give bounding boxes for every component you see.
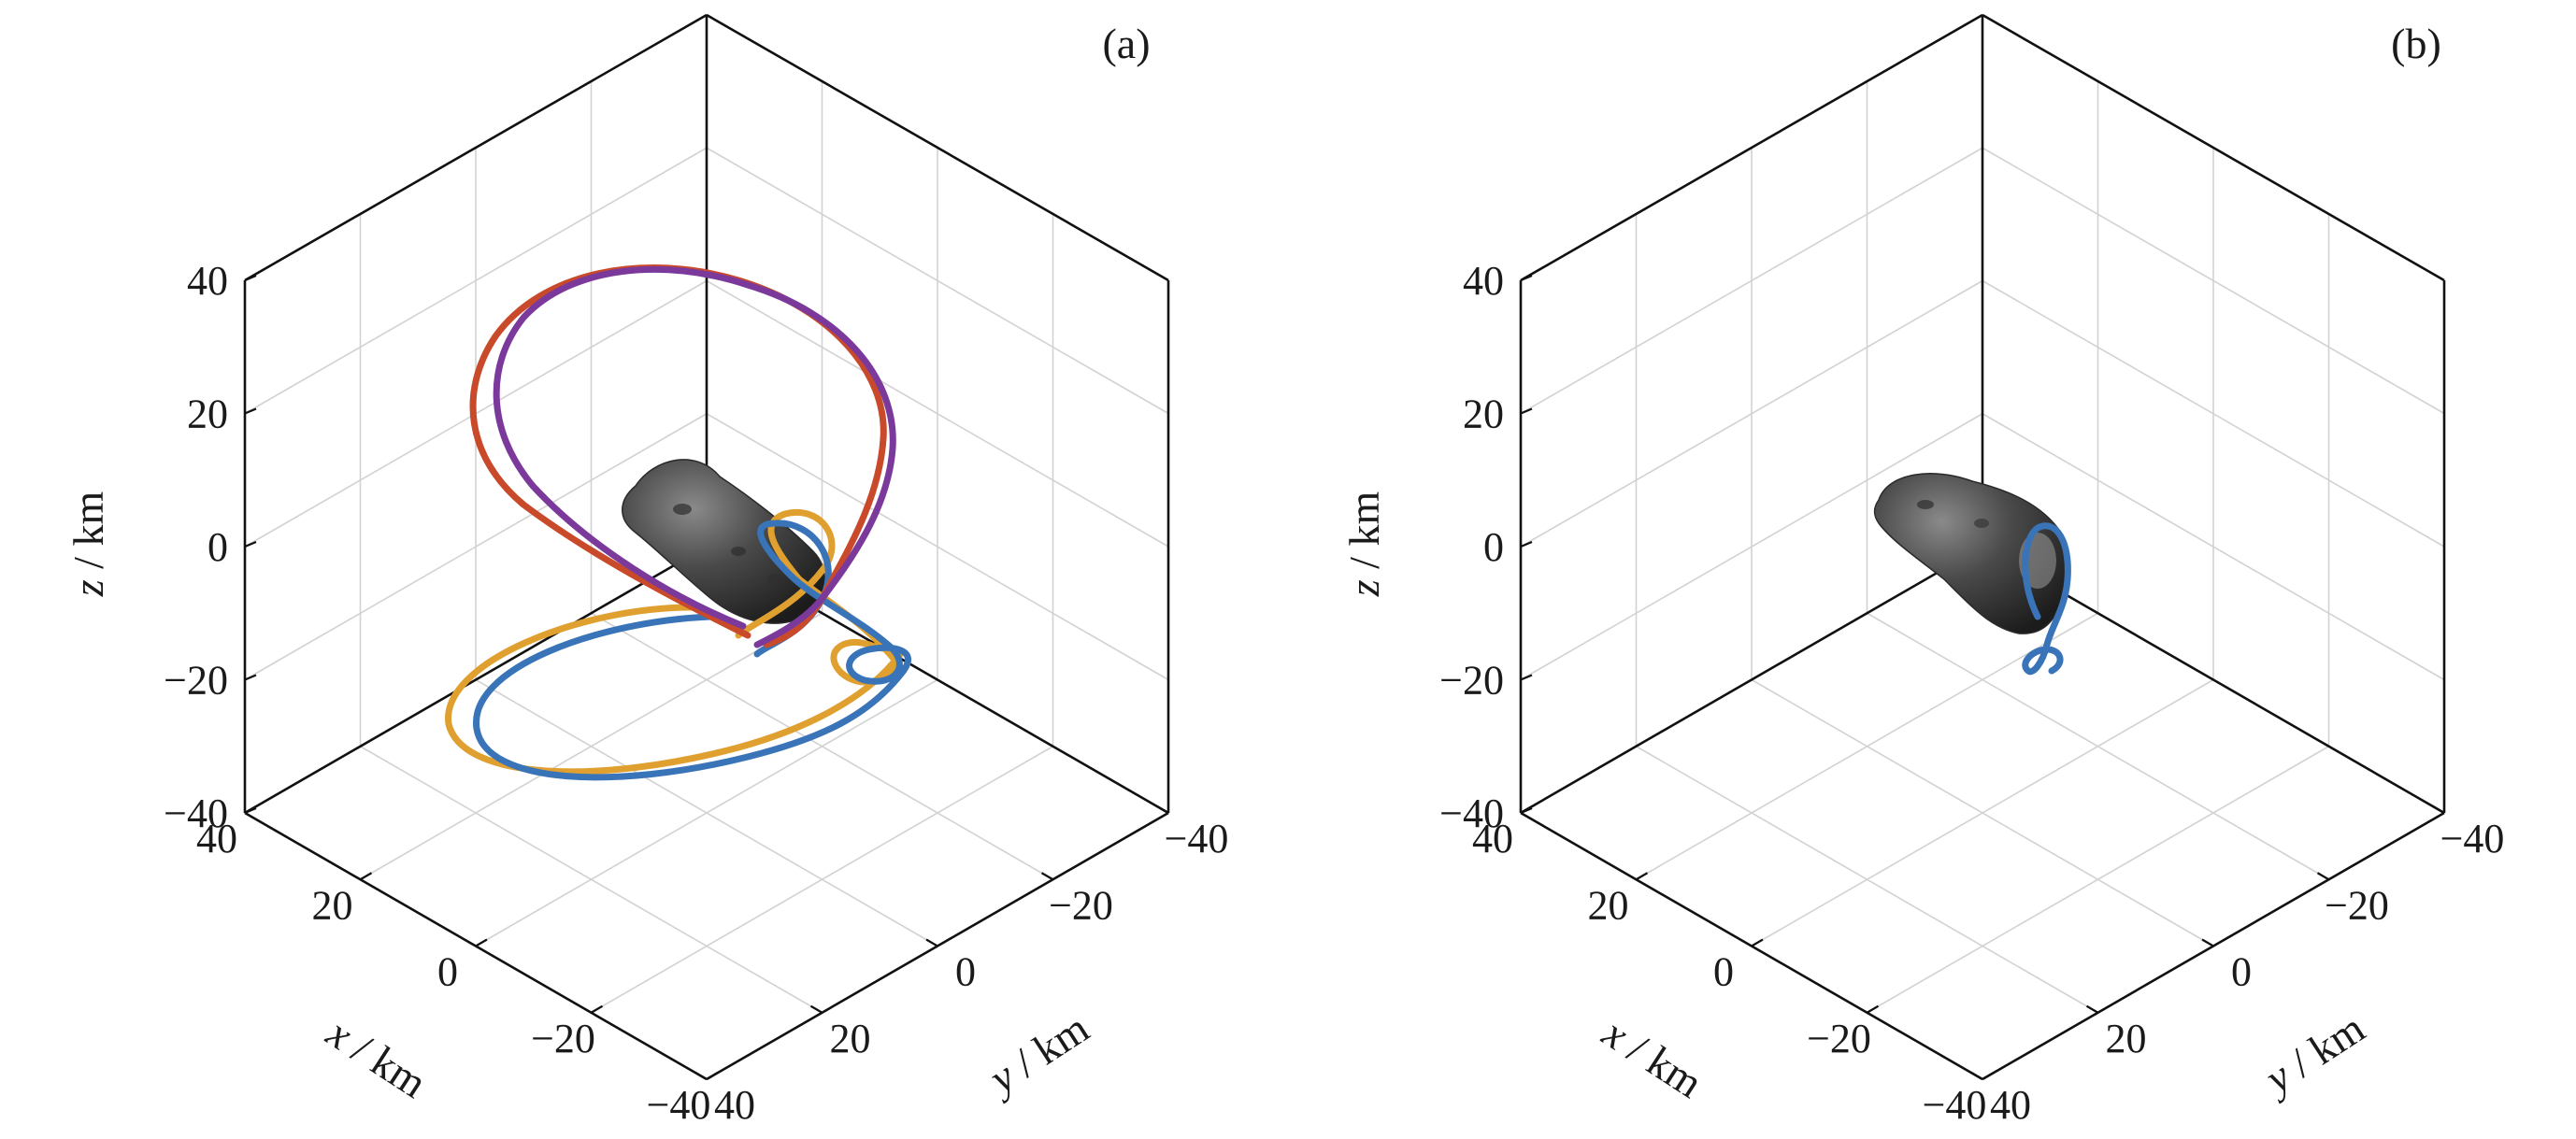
grid-line	[244, 147, 708, 415]
x-tick-label: 40	[1472, 816, 1513, 861]
x-tick-label: −20	[531, 1016, 595, 1061]
trajectory-orbit-purple	[493, 265, 896, 648]
box-edge	[706, 13, 1169, 282]
y-tick-label: −40	[1165, 816, 1229, 861]
y-tick-mark	[1156, 805, 1169, 814]
z-tick-mark	[244, 540, 257, 548]
grid-line	[591, 746, 1053, 1014]
grid-line	[1982, 147, 2445, 415]
z-tick-label: −20	[1439, 658, 1504, 704]
z-tick-mark	[1520, 407, 1533, 415]
z-tick-mark	[1520, 274, 1533, 282]
x-tick-mark	[590, 1004, 604, 1014]
grid-line	[1867, 746, 2329, 1014]
x-tick-mark	[359, 872, 373, 881]
x-tick-label: 20	[1588, 882, 1629, 928]
z-axis-title: z / km	[64, 491, 112, 598]
y-tick-label: −40	[2440, 816, 2505, 861]
y-tick-mark	[2316, 872, 2330, 881]
z-tick-label: −40	[1439, 790, 1504, 836]
panel-label: (a)	[1102, 20, 1150, 67]
z-tick-label: 0	[1483, 524, 1504, 570]
z-tick-mark	[1520, 674, 1533, 681]
x-tick-label: −40	[1923, 1082, 1987, 1128]
grid-lines	[244, 81, 1169, 1014]
y-tick-label: 0	[955, 949, 976, 995]
x-axis-ticks: 40 20 0 −20 −40	[196, 805, 719, 1128]
y-tick-mark	[2201, 938, 2214, 947]
z-tick-mark	[244, 674, 257, 681]
x-tick-mark	[1982, 1072, 1995, 1080]
panel-label: (b)	[2391, 20, 2441, 67]
grid-line	[1520, 147, 1983, 415]
z-axis-ticks: 40 20 0 −20 −40	[164, 258, 257, 836]
y-tick-label: 0	[2231, 949, 2252, 995]
y-tick-label: 40	[714, 1082, 755, 1128]
y-axis-ticks: −40 −20 0 20 40	[1970, 805, 2505, 1128]
y-tick-label: 20	[2106, 1016, 2147, 1061]
y-tick-mark	[694, 1072, 708, 1080]
z-axis-ticks: 40 20 0 −20 −40	[1439, 258, 1533, 836]
z-tick-label: −20	[164, 658, 228, 704]
x-tick-mark	[1866, 1004, 1880, 1014]
z-tick-label: 20	[187, 392, 228, 437]
x-tick-mark	[1751, 938, 1764, 947]
z-tick-label: 0	[208, 524, 228, 570]
y-axis-ticks: −40 −20 0 20 40	[694, 805, 1229, 1128]
grid-line	[706, 147, 1169, 415]
z-tick-label: 20	[1463, 392, 1504, 437]
y-axis-title: y / km	[978, 1004, 1097, 1104]
x-tick-label: 0	[437, 949, 458, 995]
x-axis-ticks: 40 20 0 −20 −40	[1472, 805, 1995, 1128]
x-tick-mark	[1635, 872, 1649, 881]
x-axis-title: x / km	[318, 1008, 435, 1107]
y-axis-title: y / km	[2254, 1004, 2373, 1104]
box-edge	[1982, 13, 2445, 282]
x-tick-label: 40	[196, 816, 237, 861]
z-tick-mark	[244, 274, 257, 282]
grid-line	[1751, 678, 2214, 947]
grid-line	[1867, 612, 2329, 880]
grid-lines	[1520, 81, 2445, 1014]
z-tick-label: 40	[1463, 258, 1504, 304]
y-tick-mark	[925, 938, 938, 947]
y-tick-mark	[2085, 1004, 2099, 1014]
y-tick-label: 40	[1990, 1082, 2031, 1128]
box-edge	[1520, 13, 1983, 282]
x-tick-label: −40	[647, 1082, 711, 1128]
grid-line	[475, 678, 938, 947]
x-tick-label: 20	[312, 882, 353, 928]
y-tick-label: 20	[830, 1016, 871, 1061]
trajectory-orbit-blue	[473, 520, 911, 781]
x-tick-mark	[706, 1072, 719, 1080]
trajectory-orbit-amber	[445, 509, 904, 776]
box-edge	[1520, 545, 1983, 815]
z-axis-title: z / km	[1340, 491, 1388, 598]
grid-line	[591, 612, 1053, 880]
trajectory-orbit-blue-small	[2022, 522, 2071, 676]
y-tick-label: −20	[1049, 882, 1113, 928]
box-edge	[244, 13, 708, 282]
y-tick-mark	[2432, 805, 2445, 814]
y-tick-mark	[1970, 1072, 1983, 1080]
x-tick-label: 0	[1713, 949, 1734, 995]
x-tick-mark	[475, 938, 488, 947]
z-tick-label: −40	[164, 790, 228, 836]
y-tick-mark	[809, 1004, 823, 1014]
y-tick-mark	[1040, 872, 1054, 881]
x-tick-mark	[244, 805, 257, 814]
x-tick-mark	[1520, 805, 1533, 814]
z-tick-label: 40	[187, 258, 228, 304]
box-edge	[244, 545, 708, 815]
z-tick-mark	[244, 407, 257, 415]
y-tick-label: −20	[2325, 882, 2389, 928]
x-tick-label: −20	[1807, 1016, 1871, 1061]
z-tick-mark	[1520, 540, 1533, 548]
x-axis-title: x / km	[1594, 1008, 1710, 1107]
